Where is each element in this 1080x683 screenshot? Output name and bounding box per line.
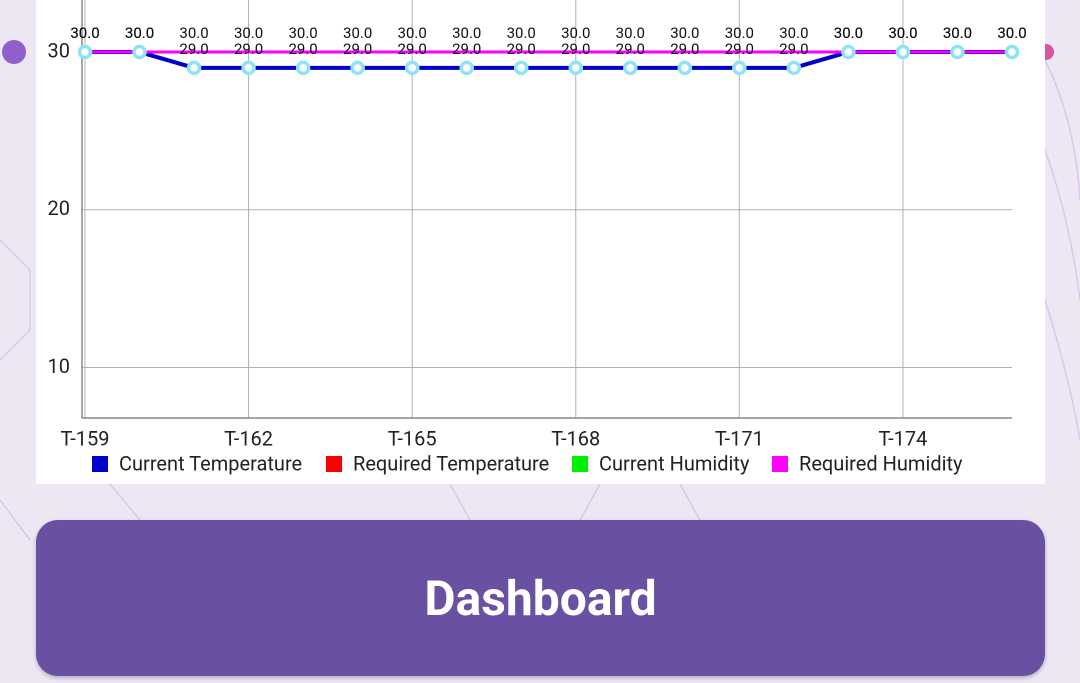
data-label: 30.0: [561, 24, 590, 42]
legend-swatch: [772, 456, 788, 472]
data-label: 29.0: [343, 40, 372, 58]
data-point: [732, 60, 747, 76]
data-label: 30.0: [452, 24, 481, 42]
data-label: 29.0: [507, 40, 536, 58]
data-label: 30.0: [943, 24, 972, 42]
data-point: [950, 44, 965, 60]
data-point: [241, 60, 256, 76]
data-label: 29.0: [725, 40, 754, 58]
data-label: 30.0: [125, 24, 154, 42]
data-label: 30.0: [943, 24, 972, 42]
x-tick-label: T-165: [388, 426, 437, 450]
data-label: 30.0: [343, 24, 372, 42]
data-label: 29.0: [288, 40, 317, 58]
data-label: 30.0: [997, 24, 1026, 42]
data-point: [841, 44, 856, 60]
data-label: 30.0: [725, 24, 754, 42]
y-tick-label: 20: [48, 196, 70, 220]
data-label: 29.0: [179, 40, 208, 58]
data-label: 29.0: [616, 40, 645, 58]
legend-swatch: [572, 456, 588, 472]
x-tick-label: T-171: [715, 426, 764, 450]
data-label: 30.0: [398, 24, 427, 42]
legend-label: Current Humidity: [599, 451, 750, 475]
data-point: [568, 60, 584, 76]
data-label: 30.0: [507, 24, 536, 42]
data-point: [513, 60, 529, 76]
data-label: 29.0: [670, 40, 699, 58]
legend-label: Required Humidity: [799, 451, 963, 475]
data-label: 29.0: [234, 40, 263, 58]
data-label: 30.0: [779, 24, 808, 42]
data-point: [77, 44, 93, 60]
legend-swatch: [92, 456, 108, 472]
data-label: 30.0: [834, 24, 863, 42]
y-tick-label: 10: [48, 354, 70, 378]
data-label: 29.0: [779, 40, 808, 58]
data-label: 30.0: [888, 24, 917, 42]
data-point: [186, 60, 202, 76]
y-tick-label: 30: [48, 38, 70, 62]
data-point: [623, 60, 638, 76]
x-tick-label: T-174: [878, 426, 927, 450]
data-label: 30.0: [125, 24, 154, 42]
data-label: 29.0: [452, 40, 481, 58]
data-point: [350, 60, 365, 76]
x-tick-label: T-168: [551, 426, 600, 450]
data-point: [132, 44, 147, 60]
data-label: 30.0: [179, 24, 208, 42]
data-label: 30.0: [70, 24, 99, 42]
legend-swatch: [326, 456, 342, 472]
x-tick-label: T-159: [61, 426, 110, 450]
data-point: [1004, 44, 1020, 60]
data-label: 30.0: [234, 24, 263, 42]
data-label: 30.0: [997, 24, 1026, 42]
x-tick-label: T-162: [224, 426, 273, 450]
data-label: 30.0: [834, 24, 863, 42]
legend-label: Current Temperature: [119, 451, 302, 475]
data-label: 30.0: [70, 24, 99, 42]
data-label: 29.0: [398, 40, 427, 58]
data-label: 30.0: [670, 24, 699, 42]
data-point: [786, 60, 802, 76]
data-point: [677, 60, 693, 76]
data-point: [459, 60, 474, 76]
data-point: [295, 60, 311, 76]
data-label: 30.0: [616, 24, 645, 42]
legend-label: Required Temperature: [353, 451, 549, 475]
dashboard-button[interactable]: Dashboard: [36, 520, 1045, 676]
data-label: 30.0: [888, 24, 917, 42]
chart-panel: [36, 0, 1045, 484]
data-point: [895, 44, 911, 60]
data-point: [404, 60, 420, 76]
data-label: 29.0: [561, 40, 590, 58]
data-label: 30.0: [288, 24, 317, 42]
